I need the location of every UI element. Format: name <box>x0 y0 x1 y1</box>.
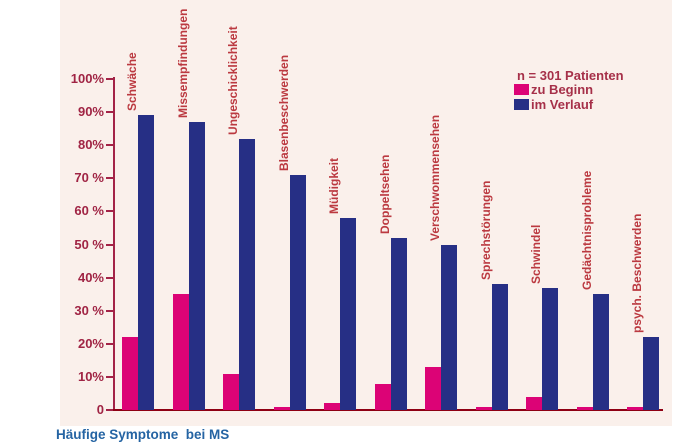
y-tick-label: 20% <box>77 335 104 351</box>
bar-zu-beginn <box>324 403 340 410</box>
y-tick <box>106 409 114 411</box>
bar-zu-beginn <box>374 383 391 410</box>
plot-panel <box>60 0 672 426</box>
legend-label-begin: zu Beginn <box>531 82 594 98</box>
bar-im-verlauf <box>491 284 508 410</box>
y-tick-label: 100% <box>70 71 104 86</box>
y-tick <box>106 276 114 279</box>
category-label: Sprechstörungen <box>478 180 493 281</box>
legend-swatch-begin <box>514 84 529 96</box>
category-label: Müdigkeit <box>327 158 341 215</box>
legend-row-course: im Verlauf <box>514 97 624 112</box>
y-tick-label: 80% <box>77 137 104 153</box>
category-label: Verschwommensehen <box>428 114 442 241</box>
chart-title: Häufige Symptome bei MS <box>56 427 230 442</box>
bar-zu-beginn <box>526 396 542 410</box>
y-tick <box>106 243 114 246</box>
bar-im-verlauf <box>138 115 154 410</box>
y-tick-label: 90% <box>77 104 104 120</box>
y-tick <box>106 144 114 147</box>
bar-zu-beginn <box>273 406 290 410</box>
bar-zu-beginn <box>122 337 138 410</box>
y-tick <box>106 375 114 378</box>
category-label: Schwindel <box>529 224 543 284</box>
bar-zu-beginn <box>223 373 239 410</box>
y-tick-label: 50 % <box>74 236 104 252</box>
bar-im-verlauf <box>390 237 407 410</box>
y-tick <box>106 111 114 114</box>
bar-zu-beginn <box>172 294 189 410</box>
category-label: psych. Beschwerden <box>630 213 644 334</box>
category-label: Blasenbeschwerden <box>276 54 291 171</box>
legend-note-row: n = 301 Patienten <box>514 68 624 83</box>
category-label: Doppeltsehen <box>377 154 392 234</box>
legend: n = 301 Patienten zu Beginn im Verlauf <box>514 68 624 112</box>
bar-im-verlauf <box>441 244 457 410</box>
y-tick-label: 70 % <box>74 170 104 186</box>
y-tick <box>106 177 114 180</box>
y-tick <box>106 78 114 80</box>
category-label: Gedächtnisprobleme <box>579 170 594 291</box>
y-tick-label: 0 <box>96 402 104 417</box>
bar-im-verlauf <box>239 138 255 410</box>
y-axis-line <box>113 77 115 411</box>
y-tick <box>106 309 114 312</box>
y-tick-label: 30 % <box>74 302 104 318</box>
legend-label-course: im Verlauf <box>531 96 594 112</box>
legend-note: n = 301 Patienten <box>517 67 624 83</box>
y-tick-label: 10% <box>77 368 104 384</box>
bar-im-verlauf <box>643 337 659 410</box>
bar-zu-beginn <box>627 406 643 410</box>
legend-swatch-course <box>514 98 529 110</box>
y-tick-label: 60 % <box>74 203 104 219</box>
bar-im-verlauf <box>542 287 558 410</box>
x-axis-baseline <box>113 409 663 411</box>
bar-im-verlauf <box>592 294 609 410</box>
bar-zu-beginn <box>475 406 492 410</box>
bar-im-verlauf <box>188 122 205 410</box>
y-tick <box>106 342 114 345</box>
legend-row-begin: zu Beginn <box>514 82 624 98</box>
category-label: Ungeschicklichkeit <box>226 25 240 135</box>
category-label: Missempfindungen <box>175 8 190 119</box>
y-tick-label: 40% <box>77 269 104 285</box>
bar-im-verlauf <box>340 218 356 410</box>
bar-im-verlauf <box>289 174 306 410</box>
bar-zu-beginn <box>576 406 593 410</box>
y-tick <box>106 210 114 213</box>
category-label: Schwäche <box>125 52 139 112</box>
bar-zu-beginn <box>425 366 441 410</box>
